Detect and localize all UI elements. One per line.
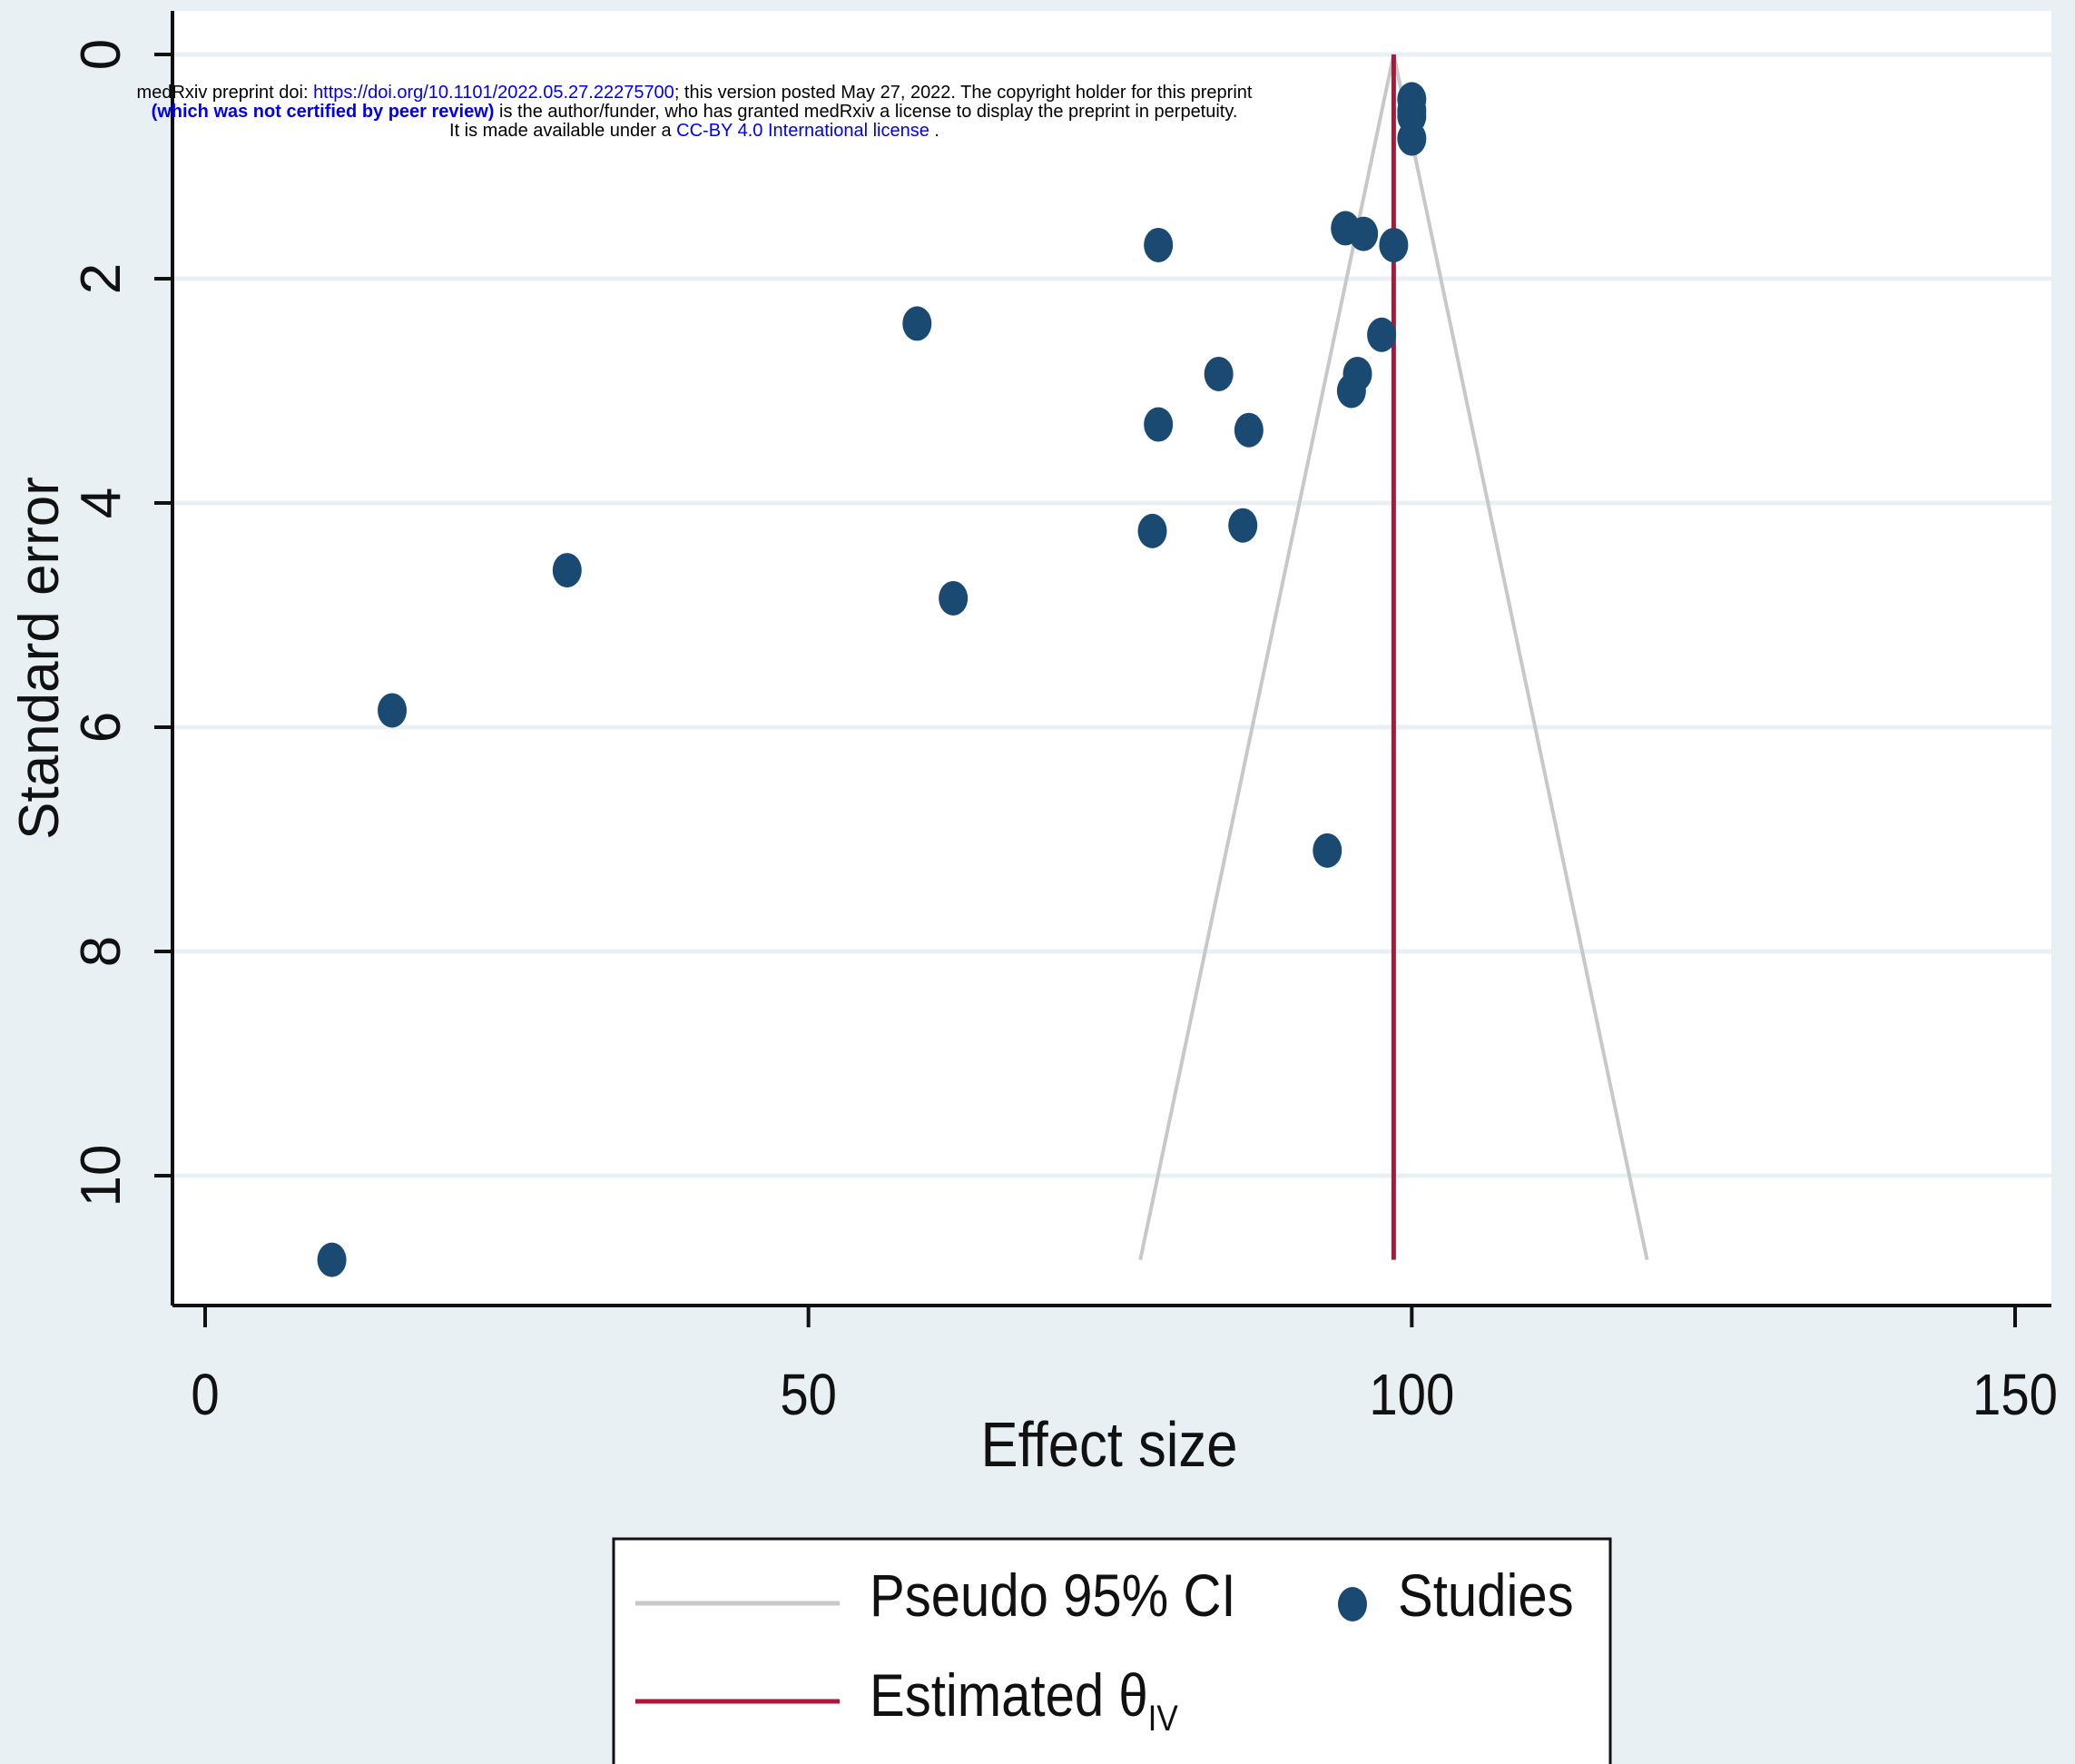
y-tick-label-2: 2 bbox=[70, 263, 133, 294]
preprint-watermark-line-2: (which was not certified by peer review)… bbox=[0, 103, 1389, 122]
axes bbox=[154, 11, 2051, 1327]
x-tick-label-150: 150 bbox=[1972, 1362, 2058, 1427]
study-point-9 bbox=[902, 306, 932, 341]
watermark-line3-suffix: . bbox=[929, 121, 939, 141]
legend-estimate-subscript: IV bbox=[1148, 1698, 1178, 1739]
study-point-20 bbox=[378, 693, 408, 728]
legend-studies-label: Studies bbox=[1398, 1563, 1574, 1630]
x-tick-label-100: 100 bbox=[1369, 1362, 1454, 1427]
preprint-watermark-line-3: It is made available under a CC-BY 4.0 I… bbox=[0, 122, 1389, 141]
pseudo-ci-right-line bbox=[1392, 54, 1649, 1261]
study-point-8 bbox=[1379, 227, 1409, 262]
study-point-7 bbox=[1349, 216, 1379, 251]
study-point-22 bbox=[317, 1242, 347, 1277]
watermark-doi-link[interactable]: https://doi.org/10.1101/2022.05.27.22275… bbox=[313, 83, 674, 103]
y-axis-title: Standard error bbox=[8, 477, 71, 840]
y-tick-label-0: 0 bbox=[70, 39, 133, 70]
x-axis-title: Effect size bbox=[981, 1408, 1238, 1480]
y-tick-label-4: 4 bbox=[70, 488, 133, 518]
legend: Pseudo 95% CI Studies Estimated θIV bbox=[612, 1537, 1612, 1764]
study-point-5 bbox=[1144, 227, 1174, 262]
study-point-13 bbox=[1336, 373, 1366, 409]
study-point-15 bbox=[1234, 412, 1264, 448]
legend-pseudo-ci-label: Pseudo 95% CI bbox=[870, 1563, 1236, 1630]
y-tick-label-6: 6 bbox=[70, 712, 133, 743]
study-point-11 bbox=[1204, 356, 1234, 391]
study-point-17 bbox=[1228, 508, 1258, 543]
study-point-14 bbox=[1144, 407, 1174, 442]
watermark-prefix: medRxiv preprint doi: bbox=[136, 83, 314, 103]
legend-estimate-text: Estimated θ bbox=[870, 1663, 1148, 1730]
study-point-10 bbox=[1367, 317, 1397, 352]
y-tick-label-10: 10 bbox=[70, 1145, 133, 1207]
watermark-line1-suffix: ; this version posted May 27, 2022. The … bbox=[674, 83, 1253, 103]
study-points bbox=[317, 82, 1427, 1277]
pseudo-ci-lines bbox=[1138, 54, 1649, 1261]
watermark-line2-suffix: is the author/funder, who has granted me… bbox=[494, 102, 1238, 122]
y-tick-label-8: 8 bbox=[70, 936, 133, 967]
watermark-license-link[interactable]: CC-BY 4.0 International license bbox=[676, 121, 929, 141]
watermark-peer-review-link[interactable]: (which was not certified by peer review) bbox=[151, 102, 495, 122]
legend-box bbox=[612, 1537, 1612, 1764]
legend-estimate-label: Estimated θIV bbox=[870, 1663, 1178, 1739]
study-point-16 bbox=[1137, 513, 1167, 548]
gridlines bbox=[172, 52, 2051, 1178]
x-tick-label-0: 0 bbox=[191, 1362, 219, 1427]
study-point-18 bbox=[552, 553, 582, 588]
legend-studies-marker bbox=[1338, 1587, 1367, 1621]
pseudo-ci-left-line bbox=[1138, 54, 1396, 1261]
plot-area bbox=[172, 11, 2051, 1306]
study-point-19 bbox=[939, 580, 969, 616]
x-tick-label-50: 50 bbox=[780, 1362, 837, 1427]
study-point-21 bbox=[1313, 833, 1342, 868]
study-point-4 bbox=[1397, 121, 1427, 156]
watermark-line3-prefix: It is made available under a bbox=[449, 121, 677, 141]
preprint-watermark-line-1: medRxiv preprint doi: https://doi.org/10… bbox=[0, 84, 1389, 103]
